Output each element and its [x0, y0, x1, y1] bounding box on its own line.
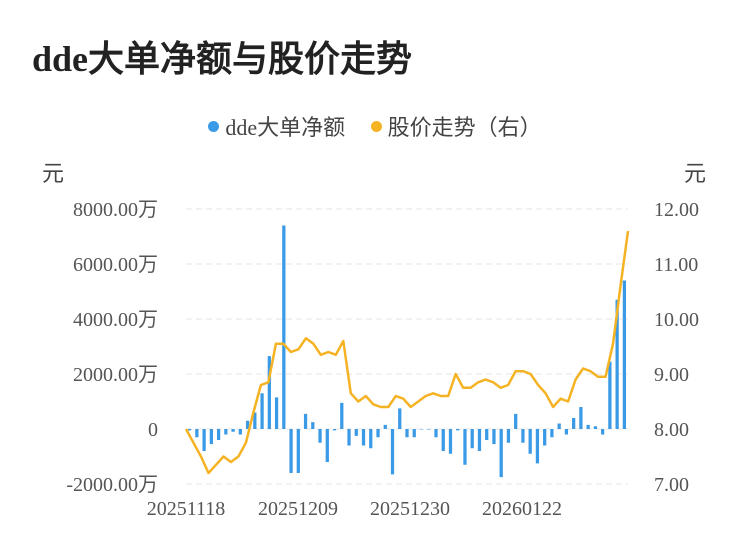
dde-bar: [390, 429, 395, 475]
dde-bar: [347, 429, 351, 446]
chart-title: dde大单净额与股价走势: [32, 39, 413, 79]
dde-bar: [224, 429, 228, 435]
dde-bar: [550, 429, 554, 438]
dde-bar: [245, 420, 250, 429]
dde-bar: [253, 412, 257, 429]
dde-bar: [282, 225, 286, 429]
right-axis-unit: 元: [684, 161, 707, 186]
dde-bar: [470, 429, 474, 449]
left-axis-tick: 8000.00万: [73, 199, 158, 221]
dde-bar: [535, 429, 540, 464]
dde-bar: [274, 397, 279, 429]
legend-item-dde[interactable]: dde大单净额: [208, 110, 345, 142]
x-axis-tick: 20260122: [482, 498, 562, 520]
dde-bar: [543, 429, 547, 446]
dde-bar: [405, 429, 409, 438]
dde-bar: [608, 361, 612, 429]
left-axis-tick: 2000.00万: [73, 364, 158, 386]
legend-dot-dde: [208, 120, 220, 132]
left-axis-tick: 4000.00万: [73, 309, 158, 331]
dde-bar: [572, 418, 576, 429]
dde-bar: [296, 429, 300, 473]
right-axis-tick: 7.00: [654, 474, 689, 496]
dde-bar: [586, 424, 590, 429]
dde-bar: [622, 280, 627, 429]
dde-bar: [354, 429, 358, 436]
left-axis-tick: -2000.00万: [66, 474, 158, 496]
dde-bar: [187, 429, 192, 431]
left-axis-tick: 6000.00万: [73, 254, 158, 276]
dde-bar: [260, 393, 264, 429]
price-line: [184, 230, 630, 475]
dde-bar: [325, 429, 329, 462]
dde-bar: [427, 429, 431, 430]
dde-bar: [311, 422, 315, 429]
dde-bar: [202, 429, 206, 451]
right-axis-tick: 12.00: [654, 199, 699, 221]
right-axis-tick: 8.00: [654, 419, 689, 441]
dde-bar: [456, 429, 460, 431]
dde-bar: [441, 429, 445, 451]
dde-bar: [448, 429, 453, 454]
dde-bar: [238, 429, 242, 435]
dde-bar: [463, 429, 467, 465]
dde-bar: [557, 423, 561, 429]
left-axis-tick: 0: [148, 419, 158, 441]
x-axis-tick: 20251230: [370, 498, 450, 520]
dde-bar: [195, 429, 199, 438]
dde-bar: [485, 429, 489, 440]
legend-item-price[interactable]: 股价走势（右）: [370, 110, 542, 142]
dde-bar: [564, 429, 569, 435]
right-axis-tick: 10.00: [654, 309, 699, 331]
dde-bar: [615, 299, 619, 429]
dde-bar: [332, 429, 337, 431]
dde-bar: [267, 356, 271, 429]
right-axis-tick: 11.00: [654, 254, 698, 276]
legend-dot-price: [370, 120, 382, 132]
dde-bar: [528, 429, 532, 454]
dde-bar: [318, 429, 322, 443]
dde-bar: [499, 429, 503, 478]
legend-label-price: 股价走势（右）: [387, 115, 542, 140]
dde-bar: [514, 413, 518, 429]
dde-bar: [289, 429, 293, 473]
dde-bar: [593, 426, 598, 429]
dde-bar: [361, 429, 366, 446]
dde-bar: [340, 402, 344, 429]
dde-bar: [216, 429, 221, 440]
dde-bar: [376, 429, 380, 438]
x-axis-tick: 20251118: [147, 498, 226, 520]
x-axis-tick: 20251209: [258, 498, 338, 520]
dde-bar: [492, 429, 496, 445]
dde-bar: [209, 429, 213, 445]
right-axis-tick: 9.00: [654, 364, 689, 386]
dde-bar: [434, 429, 438, 438]
dde-bar: [579, 407, 583, 429]
dde-bar: [398, 408, 402, 429]
dde-bar: [477, 429, 482, 451]
dde-bar: [383, 424, 387, 429]
dde-bar: [369, 429, 373, 449]
dde-bar: [303, 413, 308, 429]
legend: dde大单净额 股价走势（右）: [0, 110, 750, 142]
dde-bar: [412, 429, 416, 438]
dde-bar: [601, 429, 605, 435]
legend-label-dde: dde大单净额: [225, 115, 346, 140]
left-axis-unit: 元: [42, 161, 65, 186]
dde-bar: [231, 429, 235, 432]
dde-bar: [506, 429, 511, 443]
dde-bar: [521, 429, 525, 443]
dde-bar: [419, 429, 424, 430]
